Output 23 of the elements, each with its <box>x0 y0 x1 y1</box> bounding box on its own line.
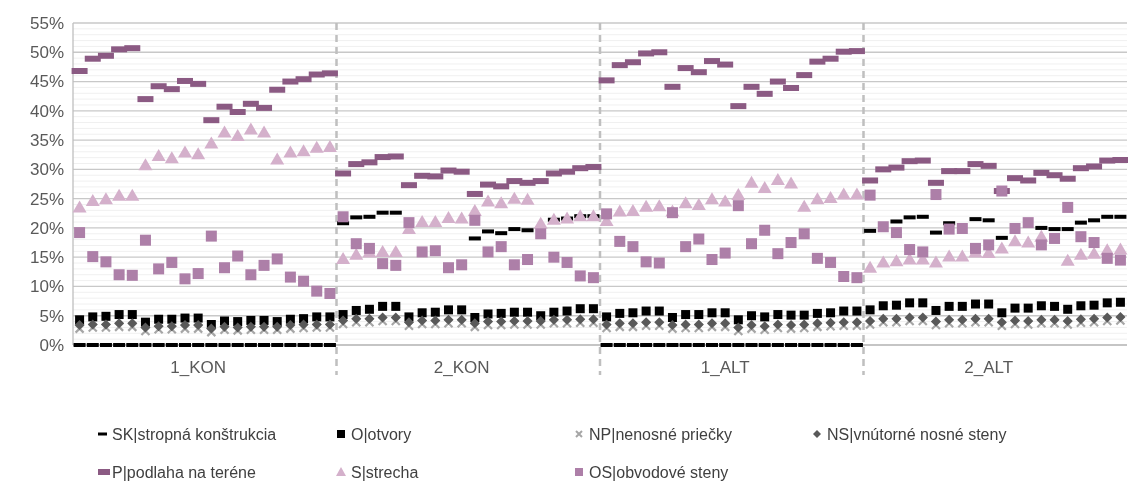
y-tick-label: 55% <box>29 13 64 33</box>
x-tick-label: 2_KON <box>433 358 490 377</box>
x-tick-label: 1_KON <box>170 358 227 377</box>
y-tick-label: 35% <box>29 131 64 151</box>
y-tick-label: 45% <box>29 72 64 92</box>
y-tick-label: 30% <box>29 160 64 180</box>
x-tick-label: 2_ALT <box>964 358 1014 377</box>
y-tick-label: 50% <box>29 43 64 63</box>
y-tick-label: 15% <box>29 248 64 268</box>
legend-label: NS|vnútorné nosné steny <box>827 425 1007 443</box>
legend-label: P|podlaha na teréne <box>112 463 256 481</box>
legend-label: O|otvory <box>351 425 412 443</box>
x-tick-label: 1_ALT <box>700 358 750 377</box>
legend-label: S|strecha <box>351 463 419 481</box>
y-tick-label: 40% <box>29 101 64 121</box>
y-tick-label: 5% <box>39 306 64 326</box>
y-tick-label: 0% <box>39 335 64 355</box>
y-tick-label: 25% <box>29 189 64 209</box>
legend-label: OS|obvodové steny <box>589 463 729 481</box>
y-tick-label: 20% <box>29 218 64 238</box>
y-tick-label: 10% <box>29 277 64 297</box>
legend-label: NP|nenosné priečky <box>589 425 732 443</box>
legend-label: SK|stropná konštrukcia <box>112 425 277 443</box>
